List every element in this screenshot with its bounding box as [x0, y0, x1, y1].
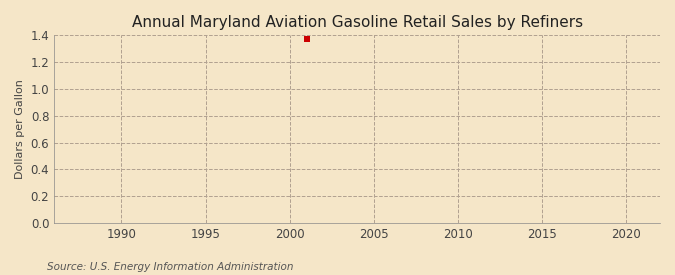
- Y-axis label: Dollars per Gallon: Dollars per Gallon: [15, 79, 25, 179]
- Text: Source: U.S. Energy Information Administration: Source: U.S. Energy Information Administ…: [47, 262, 294, 272]
- Title: Annual Maryland Aviation Gasoline Retail Sales by Refiners: Annual Maryland Aviation Gasoline Retail…: [132, 15, 583, 30]
